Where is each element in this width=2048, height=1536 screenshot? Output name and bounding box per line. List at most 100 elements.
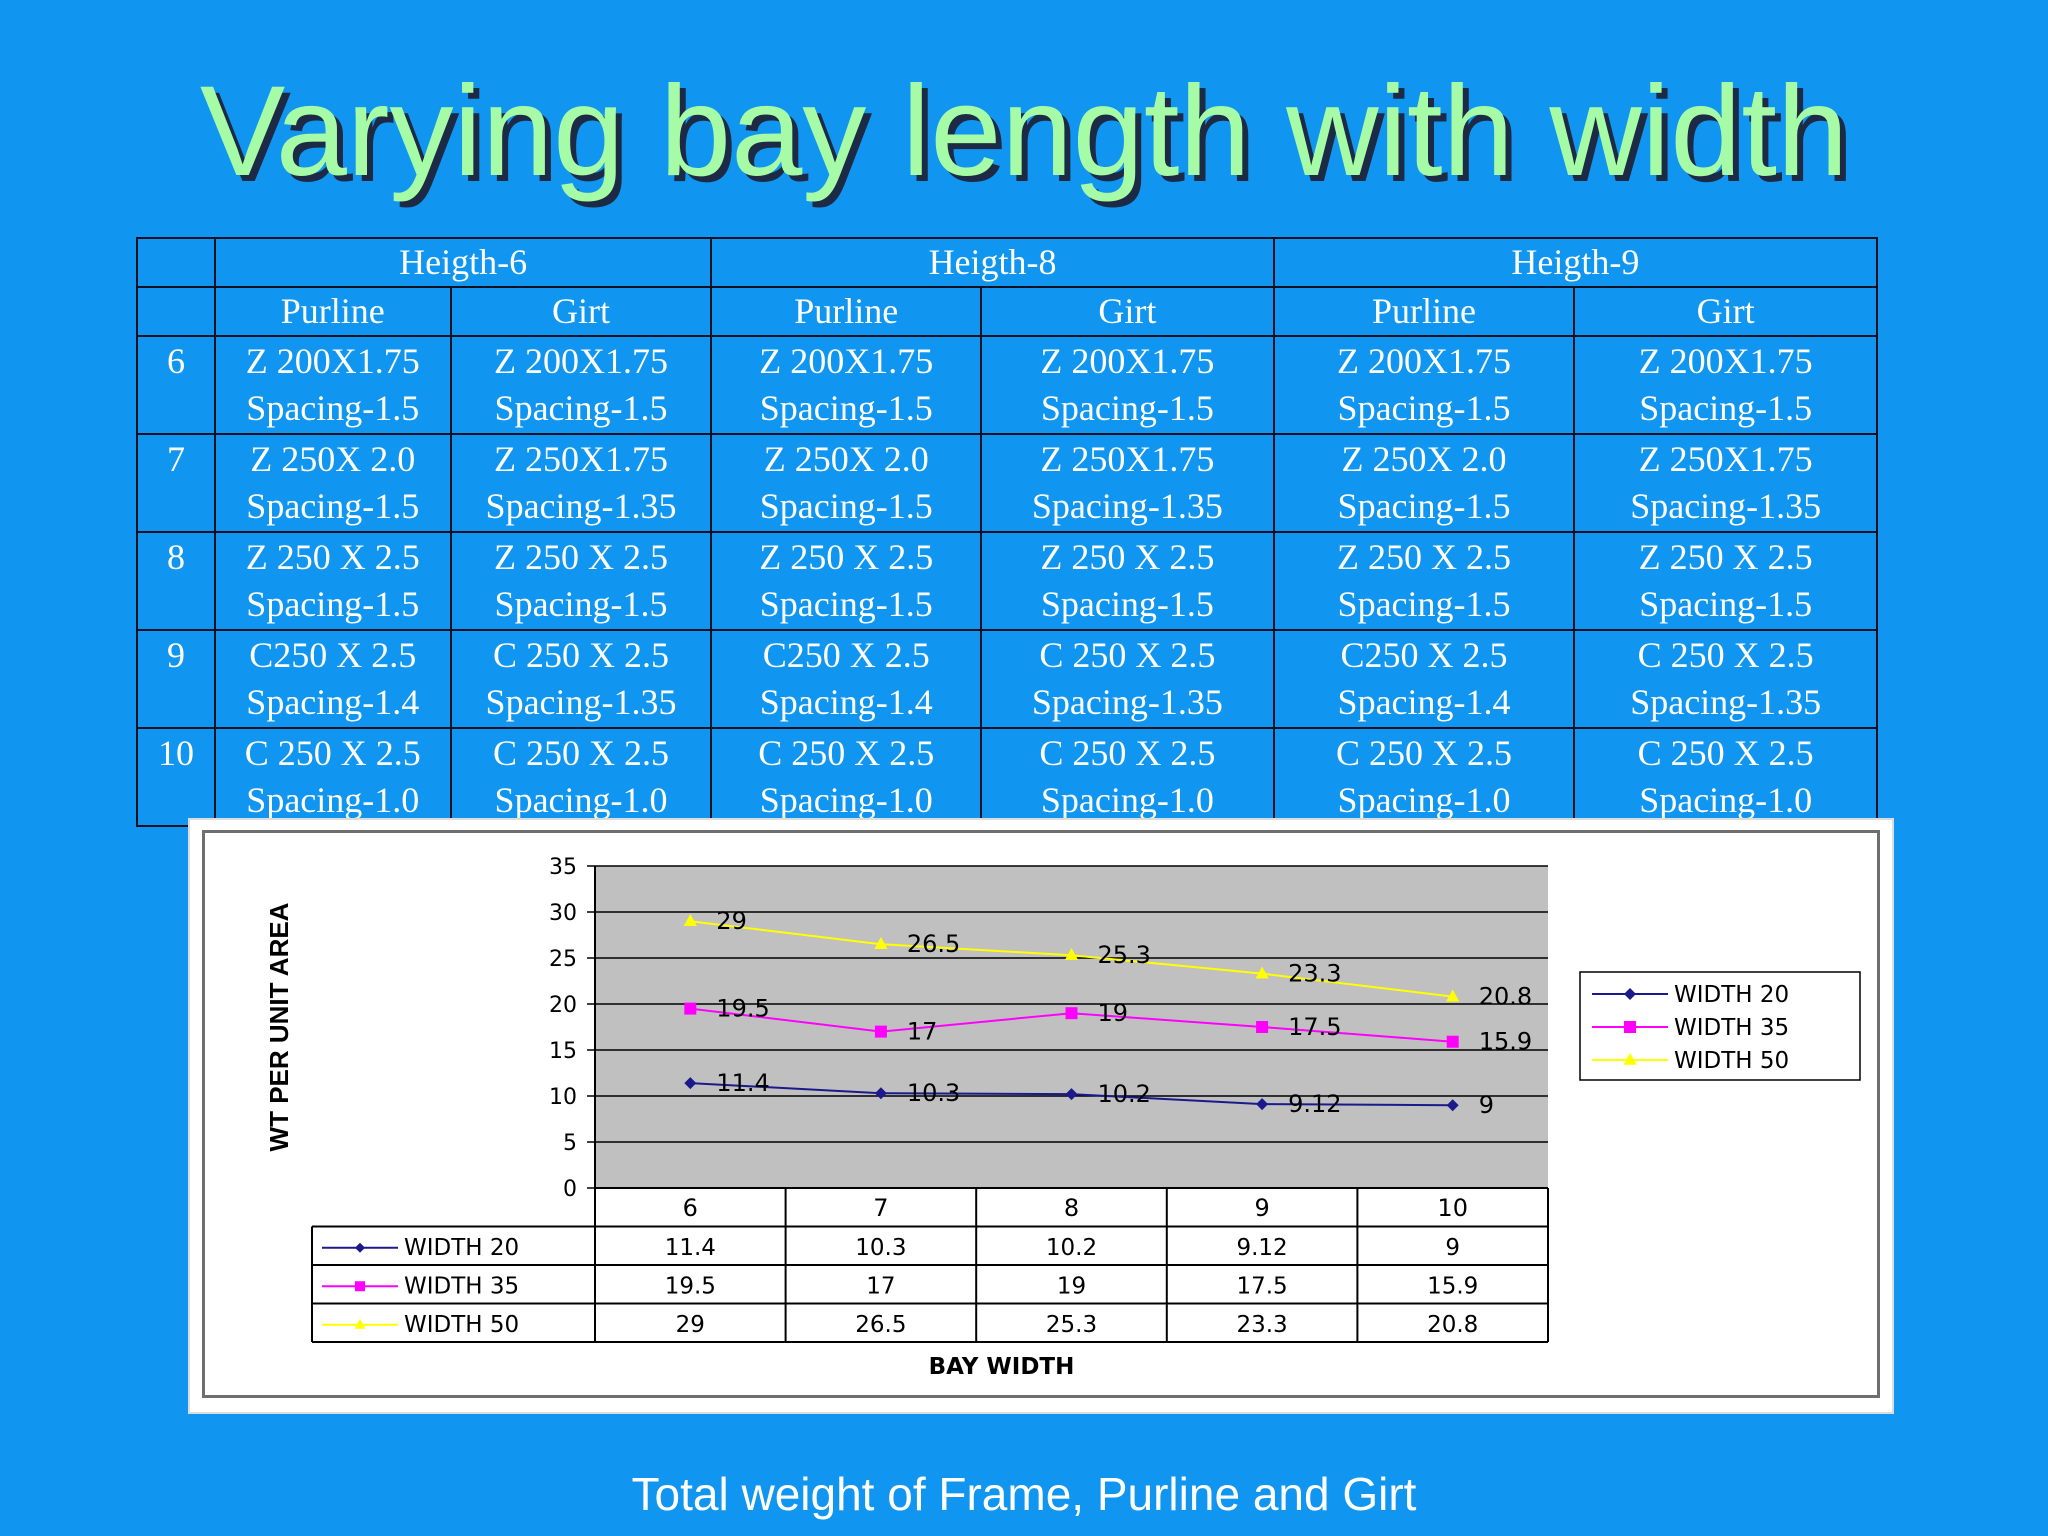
bay-length-cell: 7 (136, 433, 216, 533)
section-cell: Z 200X1.75 Spacing-1.5 (213, 335, 452, 435)
y-tick-label: 0 (563, 1177, 577, 1202)
x-tick-label: 6 (683, 1194, 698, 1222)
section-cell: Z 200X1.75 Spacing-1.5 (1573, 335, 1878, 435)
bay-length-value: 7 (166, 438, 185, 479)
member-header: Purline (1272, 286, 1576, 337)
section-cell: Z 200X1.75 Spacing-1.5 (449, 335, 713, 435)
section-spacing: Spacing-1.4 (246, 682, 420, 722)
section-spacing: Spacing-1.5 (494, 584, 668, 624)
member-header: Purline (213, 286, 452, 337)
data-point (1255, 966, 1269, 979)
section-cell: Z 250 X 2.5 Spacing-1.5 (1573, 531, 1878, 631)
data-point (1065, 1088, 1078, 1101)
slide-caption: Total weight of Frame, Purline and Girt (631, 1468, 1417, 1520)
data-table-value: 9.12 (1236, 1235, 1287, 1261)
section-cell: Z 250 X 2.5 Spacing-1.5 (1272, 531, 1576, 631)
data-label: 11.4 (716, 1069, 769, 1097)
y-tick-label: 15 (549, 1039, 577, 1064)
section-spacing: Spacing-1.5 (246, 584, 420, 624)
data-table-value: 17 (866, 1273, 895, 1299)
slide-title: Varying bay length with width (199, 60, 1849, 203)
data-table-value: 17.5 (1236, 1273, 1287, 1299)
section-size: Z 200X1.75 (245, 341, 420, 381)
section-size: C 250 X 2.5 (1637, 635, 1814, 675)
section-size: Z 250 X 2.5 (1040, 537, 1215, 577)
data-table-value: 9 (1445, 1235, 1460, 1261)
data-point (874, 937, 888, 949)
section-size: C 250 X 2.5 (1336, 733, 1513, 773)
section-spacing: Spacing-1.4 (1337, 682, 1511, 722)
data-label: 10.2 (1098, 1080, 1151, 1108)
section-spacing: Spacing-1.5 (1337, 388, 1511, 428)
bay-length-value: 10 (157, 732, 194, 773)
section-size: C250 X 2.5 (1340, 635, 1508, 675)
data-table-value: 15.9 (1427, 1273, 1478, 1299)
section-size: Z 250 X 2.5 (494, 537, 669, 577)
section-size: C 250 X 2.5 (244, 733, 421, 773)
data-table-value: 19.5 (665, 1273, 716, 1299)
section-spacing: Spacing-1.5 (759, 584, 933, 624)
section-spacing: Spacing-1.35 (485, 682, 677, 722)
section-cell: Z 250X 2.0 Spacing-1.5 (213, 433, 452, 533)
section-spacing: Spacing-1.35 (485, 486, 677, 526)
data-point (684, 1002, 697, 1015)
section-spacing: Spacing-1.5 (494, 388, 668, 428)
data-point (1256, 1098, 1269, 1111)
corner-cell (136, 286, 216, 337)
data-point (1446, 1099, 1459, 1112)
section-cell: Z 250X1.75 Spacing-1.35 (980, 433, 1275, 533)
section-size: C 250 X 2.5 (493, 733, 670, 773)
bay-length-value: 6 (166, 340, 185, 381)
y-tick-label: 5 (563, 1131, 577, 1156)
y-tick-label: 20 (549, 993, 577, 1018)
section-spec-table: Heigth-6 Heigth-8 Heigth-9 Purline Girt … (136, 237, 1879, 827)
section-size: Z 250 X 2.5 (1337, 537, 1512, 577)
plot-area (595, 866, 1548, 1188)
data-table-value: 10.2 (1046, 1235, 1097, 1261)
section-size: Z 250X 2.0 (250, 439, 416, 479)
data-point (1624, 1021, 1636, 1033)
data-point (355, 1242, 365, 1253)
data-table-value: 26.5 (855, 1312, 906, 1338)
legend-label: WIDTH 20 (1674, 982, 1789, 1008)
section-size: Z 200X1.75 (1040, 341, 1215, 381)
data-table-value: 23.3 (1236, 1312, 1287, 1338)
section-cell: C 250 X 2.5 Spacing-1.0 (1573, 727, 1878, 827)
x-tick-label: 9 (1254, 1194, 1269, 1222)
bay-length-value: 8 (166, 536, 185, 577)
section-size: Z 250 X 2.5 (1638, 537, 1813, 577)
data-label: 10.3 (907, 1079, 960, 1107)
member-header-row: Purline Girt Purline Girt Purline Girt (136, 286, 1878, 337)
data-label: 26.5 (907, 930, 960, 958)
line-chart: 0 5 10 15 20 25 30 35 WT PER UNIT AREA 6 7 8 9 10 WIDT… (188, 818, 1894, 1414)
chart-frame (202, 830, 1880, 1398)
section-spacing: Spacing-1.5 (246, 486, 420, 526)
legend-label: WIDTH 35 (1674, 1015, 1789, 1041)
section-size: Z 200X1.75 (494, 341, 669, 381)
section-spacing: Spacing-1.0 (246, 780, 420, 820)
section-size: C 250 X 2.5 (1637, 733, 1814, 773)
data-table-value: 11.4 (665, 1235, 716, 1261)
section-spacing: Spacing-1.35 (1630, 682, 1822, 722)
x-axis-label: BAY WIDTH (929, 1354, 1075, 1380)
section-spacing: Spacing-1.5 (246, 388, 420, 428)
data-point (1064, 948, 1079, 961)
bay-length-cell: 6 (136, 335, 216, 435)
chart-svg: 0 5 10 15 20 25 30 35 WT PER UNIT AREA 6 7 8 9 10 WIDT… (264, 855, 1861, 1380)
section-cell: Z 250X1.75 Spacing-1.35 (1573, 433, 1878, 533)
height-header: Heigth-8 (710, 237, 1275, 288)
section-row: 10 C 250 X 2.5 Spacing-1.0 C 250 X 2.5 Spaci… (136, 727, 1878, 827)
section-spacing: Spacing-1.0 (1040, 780, 1214, 820)
data-label: 9 (1479, 1091, 1494, 1119)
corner-cell (136, 237, 216, 288)
data-label: 20.8 (1479, 983, 1532, 1011)
section-spacing: Spacing-1.5 (759, 388, 933, 428)
height-header: Heigth-9 (1272, 237, 1879, 288)
section-cell: Z 250 X 2.5 Spacing-1.5 (449, 531, 713, 631)
section-cell: C 250 X 2.5 Spacing-1.0 (1272, 727, 1576, 827)
data-point (1446, 1035, 1459, 1048)
data-point (1624, 988, 1636, 1000)
data-label: 15.9 (1479, 1028, 1532, 1056)
bay-length-value: 9 (166, 634, 185, 675)
section-spacing: Spacing-1.0 (494, 780, 668, 820)
